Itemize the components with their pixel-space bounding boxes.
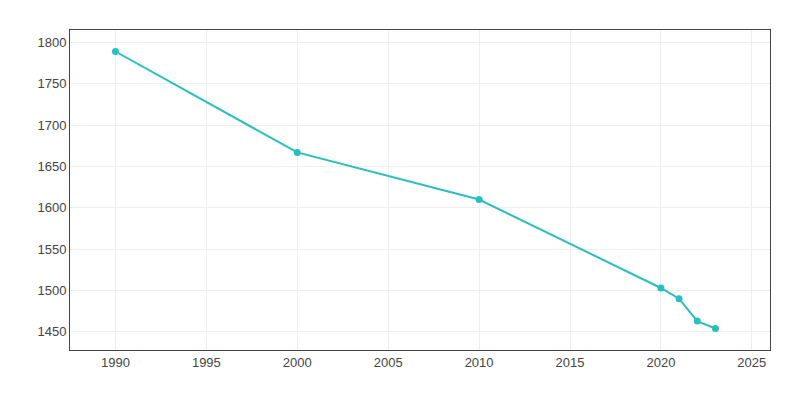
- svg-text:1750: 1750: [37, 76, 66, 91]
- svg-text:1500: 1500: [37, 283, 66, 298]
- svg-text:1550: 1550: [37, 242, 66, 257]
- svg-text:2015: 2015: [556, 355, 585, 370]
- svg-text:2000: 2000: [283, 355, 312, 370]
- svg-text:1800: 1800: [37, 35, 66, 50]
- svg-text:2005: 2005: [374, 355, 403, 370]
- svg-text:1700: 1700: [37, 118, 66, 133]
- svg-text:2010: 2010: [465, 355, 494, 370]
- svg-text:1650: 1650: [37, 159, 66, 174]
- svg-text:1600: 1600: [37, 200, 66, 215]
- svg-text:1995: 1995: [192, 355, 221, 370]
- svg-text:2020: 2020: [646, 355, 675, 370]
- svg-text:2025: 2025: [737, 355, 766, 370]
- svg-text:1450: 1450: [37, 324, 66, 339]
- svg-text:1990: 1990: [101, 355, 130, 370]
